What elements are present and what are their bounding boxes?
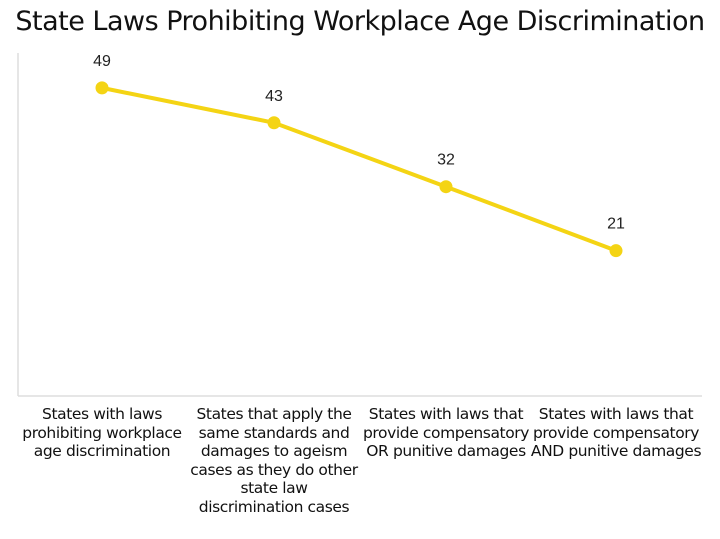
data-label: 43 [265, 88, 283, 105]
series-line [101, 85, 617, 253]
data-point [267, 116, 281, 130]
x-tick-label: States with laws prohibiting workplace a… [22, 405, 182, 460]
x-tick-label: States with laws that provide compensato… [362, 405, 530, 460]
chart-title: State Laws Prohibiting Workplace Age Dis… [15, 6, 705, 37]
data-label: 49 [93, 53, 111, 70]
data-label: 21 [607, 216, 625, 233]
data-point [95, 81, 109, 95]
x-tick-label: States that apply the same standards and… [190, 405, 358, 516]
data-point [609, 244, 623, 258]
x-tick-label: States with laws that provide compensato… [530, 405, 702, 460]
data-point [439, 180, 453, 194]
data-label: 32 [437, 152, 455, 169]
